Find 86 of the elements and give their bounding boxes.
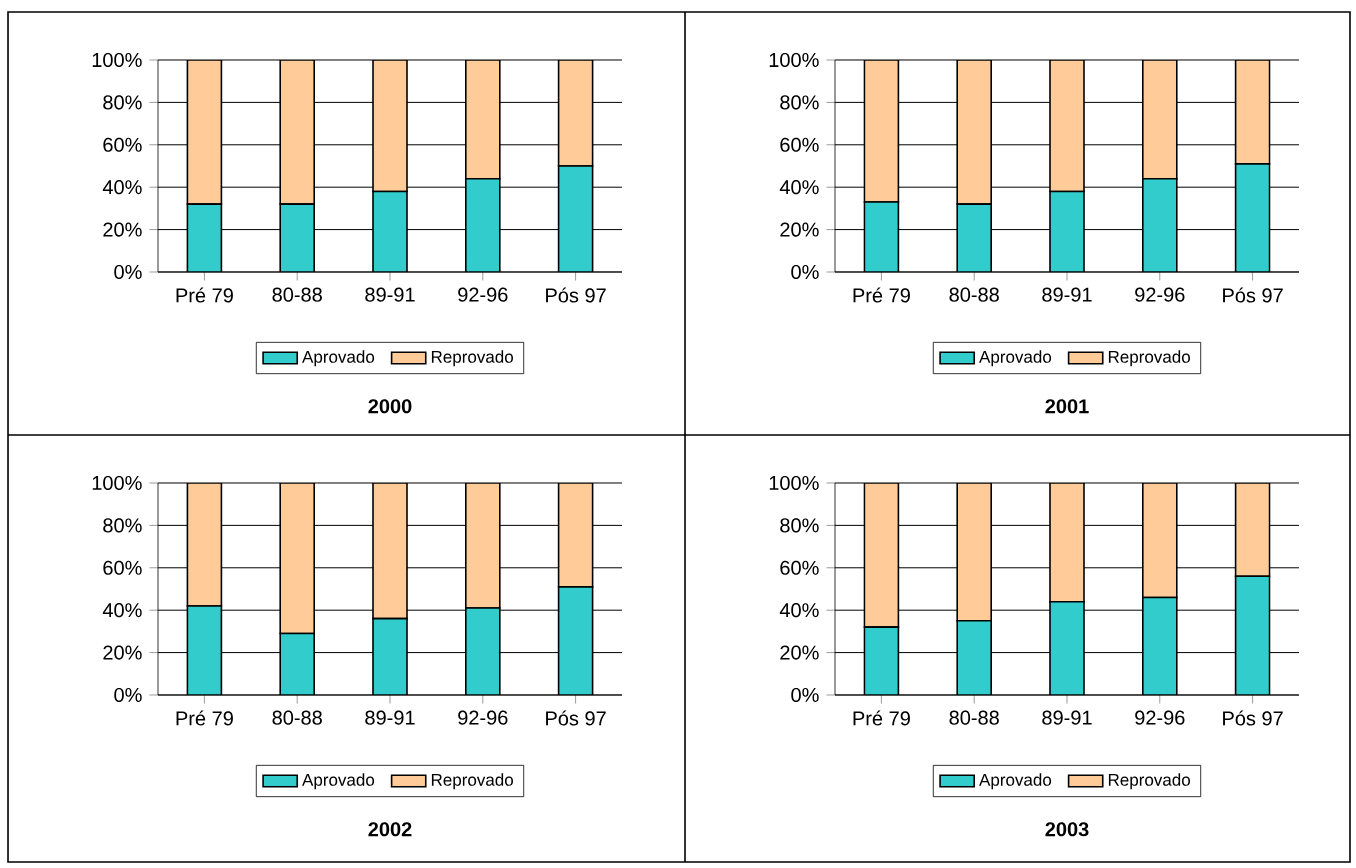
x-tick-label: 89-91 bbox=[1042, 710, 1092, 725]
bar bbox=[1234, 60, 1271, 165]
x-tick-label: 89-91 bbox=[1042, 287, 1092, 302]
bar bbox=[279, 632, 315, 695]
bar bbox=[465, 482, 501, 609]
bar bbox=[557, 586, 594, 695]
x-tick-label: 92-96 bbox=[458, 287, 508, 302]
text: 2002 bbox=[368, 822, 412, 837]
legend-label: Reprovado bbox=[1108, 350, 1190, 367]
y-tick-label: 100% bbox=[92, 52, 142, 68]
bar bbox=[956, 60, 992, 205]
bar bbox=[465, 607, 501, 695]
bar bbox=[279, 60, 315, 205]
y-tick-label: 100% bbox=[769, 52, 819, 68]
bar bbox=[1049, 60, 1085, 193]
y-tick-label: 80% bbox=[103, 95, 142, 110]
bar bbox=[956, 619, 992, 695]
legend-label: Aprovado bbox=[302, 350, 375, 367]
x-tick-label: 80-88 bbox=[272, 287, 322, 302]
bar bbox=[372, 482, 408, 620]
y-tick-label: 80% bbox=[780, 518, 819, 533]
text: 2000 bbox=[368, 399, 412, 414]
x-tick-label: 80-88 bbox=[272, 710, 322, 725]
bar bbox=[1234, 575, 1271, 695]
x-tick-label: 89-91 bbox=[365, 710, 415, 725]
x-tick-label: 92-96 bbox=[1135, 710, 1185, 725]
bar bbox=[372, 617, 408, 695]
x-tick-label: 92-96 bbox=[1135, 287, 1185, 302]
x-tick-label: 89-91 bbox=[365, 287, 415, 302]
x-tick-label: Pré 79 bbox=[853, 287, 910, 303]
x-tick-label: 80-88 bbox=[949, 287, 999, 302]
bar bbox=[557, 482, 594, 588]
y-tick-label: 0% bbox=[791, 687, 819, 703]
text: 2001 bbox=[1045, 399, 1089, 414]
y-tick-label: 20% bbox=[103, 222, 142, 237]
bar bbox=[863, 626, 900, 695]
y-tick-label: 40% bbox=[779, 603, 819, 618]
bar bbox=[372, 60, 408, 193]
bar bbox=[863, 60, 900, 203]
bar bbox=[465, 60, 501, 180]
bar bbox=[1142, 60, 1178, 180]
y-tick-label: 60% bbox=[780, 137, 819, 152]
y-tick-label: 40% bbox=[102, 603, 142, 618]
bar bbox=[1142, 596, 1178, 695]
legend-label: Reprovado bbox=[1108, 773, 1190, 790]
bar bbox=[186, 60, 223, 205]
y-tick-label: 0% bbox=[791, 264, 819, 280]
x-tick-label: Pós 97 bbox=[546, 710, 606, 726]
y-tick-label: 60% bbox=[780, 560, 819, 575]
x-tick-label: Pré 79 bbox=[176, 710, 233, 726]
y-tick-label: 60% bbox=[103, 137, 142, 152]
y-tick-label: 20% bbox=[780, 222, 819, 237]
bar bbox=[279, 203, 315, 272]
legend-label: Reprovado bbox=[431, 350, 513, 367]
bar bbox=[186, 203, 223, 272]
x-tick-label: Pré 79 bbox=[176, 287, 233, 303]
legend-label: Aprovado bbox=[979, 350, 1052, 367]
legend-label: Aprovado bbox=[979, 773, 1052, 790]
bar bbox=[1049, 600, 1085, 695]
x-tick-label: Pós 97 bbox=[1223, 710, 1283, 726]
x-tick-label: Pós 97 bbox=[546, 287, 606, 303]
y-tick-label: 0% bbox=[114, 264, 142, 280]
bar bbox=[186, 482, 223, 607]
bar bbox=[279, 482, 315, 635]
x-tick-label: Pós 97 bbox=[1223, 287, 1283, 303]
bar bbox=[372, 190, 408, 272]
legend-label: Reprovado bbox=[431, 773, 513, 790]
y-tick-label: 80% bbox=[103, 518, 142, 533]
y-tick-label: 20% bbox=[780, 645, 819, 660]
bar bbox=[557, 165, 594, 272]
y-tick-label: 100% bbox=[92, 475, 142, 491]
y-tick-label: 40% bbox=[779, 180, 819, 195]
text: 2003 bbox=[1045, 822, 1089, 837]
x-tick-label: Pré 79 bbox=[853, 710, 910, 726]
x-tick-label: 92-96 bbox=[458, 710, 508, 725]
y-tick-label: 100% bbox=[769, 475, 819, 491]
y-tick-label: 60% bbox=[103, 560, 142, 575]
y-tick-label: 80% bbox=[780, 95, 819, 110]
bar bbox=[186, 605, 223, 695]
x-tick-label: 80-88 bbox=[949, 710, 999, 725]
y-tick-label: 20% bbox=[103, 645, 142, 660]
y-tick-label: 40% bbox=[102, 180, 142, 195]
bar bbox=[557, 60, 594, 167]
bar bbox=[465, 177, 501, 272]
legend-label: Aprovado bbox=[302, 773, 375, 790]
y-tick-label: 0% bbox=[114, 687, 142, 703]
